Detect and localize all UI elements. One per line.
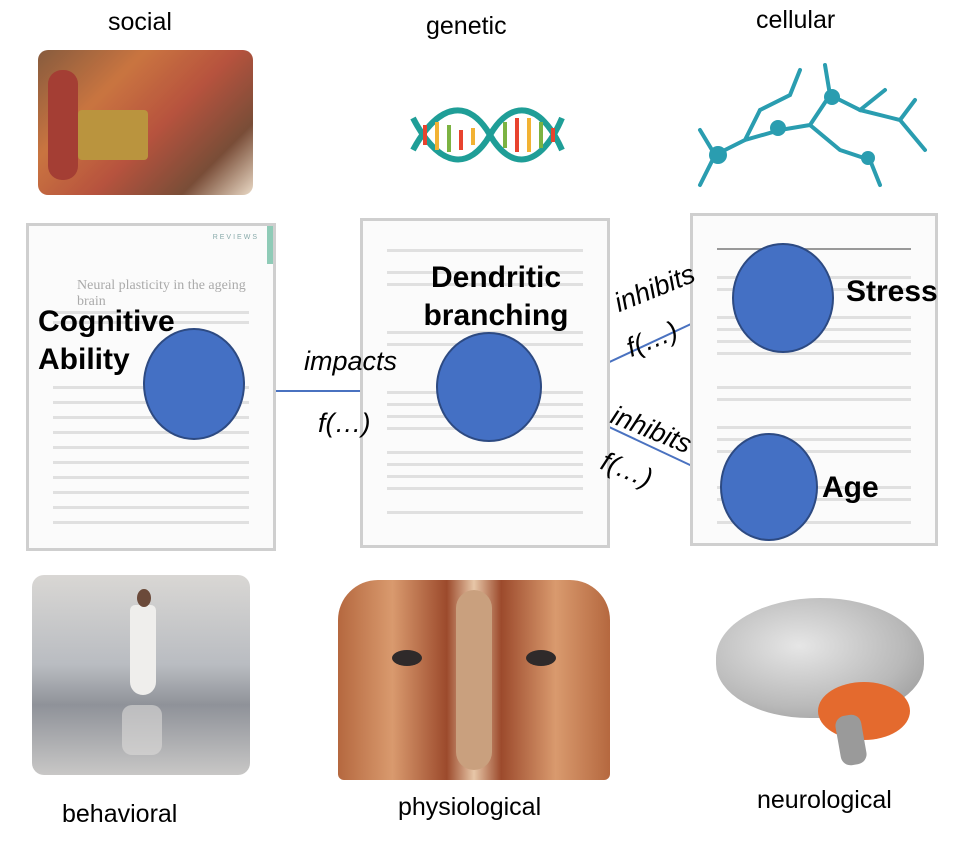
caption-physiological: physiological [398, 793, 542, 821]
label-dendritic-branching: Dendritic branching [423, 261, 569, 332]
node-age [720, 433, 818, 541]
physiological-anatomy-image [338, 580, 610, 780]
caption-social: social [108, 8, 172, 36]
label-cognitive-ability: Cognitive Ability [38, 305, 175, 376]
label-age: Age [822, 471, 879, 504]
caption-genetic: genetic [426, 12, 507, 40]
node-dendritic-branching [436, 332, 542, 442]
paper-left-tag: REVIEWS [212, 234, 259, 241]
node-cognitive-ability [143, 328, 245, 440]
edge-label-impacts: impacts [304, 346, 398, 376]
edge-label-impacts-f: f(…) [318, 408, 371, 438]
social-painting-image [38, 50, 253, 195]
neurological-brain-image [708, 590, 932, 768]
caption-behavioral: behavioral [62, 800, 178, 828]
node-stress [732, 243, 834, 353]
caption-neurological: neurological [757, 786, 892, 814]
paper-left-title: Neural plasticity in the ageing brain [77, 278, 246, 309]
label-stress: Stress [846, 275, 938, 308]
caption-cellular: cellular [756, 6, 836, 34]
behavioral-dancer-image [32, 575, 250, 775]
